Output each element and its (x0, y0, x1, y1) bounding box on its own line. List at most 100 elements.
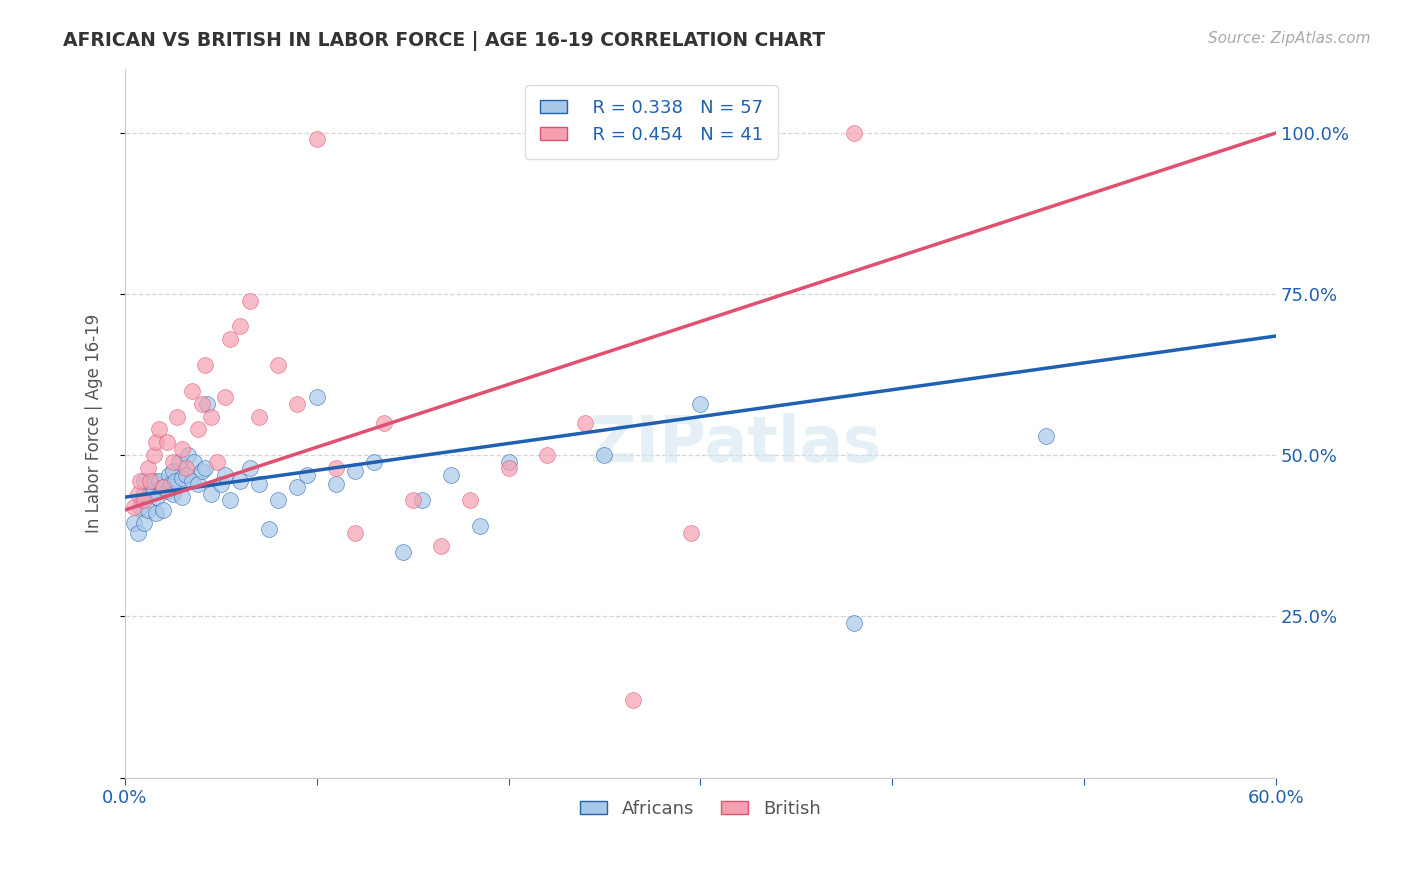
Point (160, 477, 183, 491)
Text: ZIPatlas: ZIPatlas (589, 413, 882, 475)
Point (401, 493, 423, 508)
Point (145, 435, 167, 450)
Point (229, 319, 252, 334)
Point (305, 132, 328, 146)
Point (136, 461, 159, 475)
Point (287, 397, 309, 411)
Point (142, 474, 165, 488)
Point (181, 474, 204, 488)
Point (267, 358, 290, 372)
Point (219, 332, 242, 346)
Point (124, 500, 146, 514)
Point (190, 397, 212, 411)
Point (132, 474, 155, 488)
Point (247, 409, 270, 424)
Point (174, 467, 197, 482)
Point (142, 448, 165, 462)
Point (200, 487, 222, 501)
Point (174, 461, 197, 475)
Point (219, 493, 242, 508)
Point (183, 455, 205, 469)
Point (287, 481, 309, 495)
Point (139, 474, 162, 488)
Point (325, 461, 347, 475)
Point (129, 474, 152, 488)
Point (162, 487, 184, 501)
Point (363, 455, 385, 469)
Point (593, 448, 616, 462)
Point (162, 464, 184, 478)
Point (127, 525, 149, 540)
Point (214, 467, 236, 482)
Point (205, 455, 228, 469)
Point (152, 481, 174, 495)
Point (194, 461, 217, 475)
Point (229, 474, 252, 488)
Point (187, 477, 209, 491)
Point (190, 464, 212, 478)
Point (238, 461, 260, 475)
Point (458, 493, 481, 508)
Point (373, 416, 395, 430)
Point (172, 490, 194, 504)
Point (152, 503, 174, 517)
Point (621, 693, 644, 707)
Point (1035, 429, 1057, 443)
Point (247, 477, 270, 491)
Point (157, 467, 180, 482)
Point (344, 525, 367, 540)
Point (267, 493, 290, 508)
Point (325, 477, 347, 491)
Point (257, 522, 280, 536)
Point (344, 464, 367, 478)
Point (129, 500, 152, 514)
Point (842, 615, 865, 630)
Point (195, 397, 218, 411)
Point (145, 506, 167, 520)
Point (131, 493, 153, 508)
Point (411, 493, 433, 508)
Point (146, 490, 169, 504)
Point (148, 422, 170, 436)
Point (689, 397, 711, 411)
Point (132, 493, 155, 508)
Point (139, 487, 162, 501)
Point (172, 471, 194, 485)
Point (136, 503, 159, 517)
Point (172, 442, 194, 456)
Point (142, 483, 165, 498)
Point (163, 474, 186, 488)
Point (430, 539, 453, 553)
Point (440, 467, 463, 482)
Point (295, 467, 318, 482)
Point (167, 455, 190, 469)
Point (181, 384, 204, 398)
Point (148, 474, 170, 488)
Point (498, 455, 520, 469)
Point (498, 461, 520, 475)
Text: Source: ZipAtlas.com: Source: ZipAtlas.com (1208, 31, 1371, 46)
Point (200, 409, 222, 424)
Point (468, 519, 491, 533)
Point (127, 487, 149, 501)
Point (842, 126, 865, 140)
Point (238, 293, 260, 308)
Point (305, 390, 328, 404)
Point (124, 516, 146, 530)
Point (574, 416, 596, 430)
Point (536, 448, 558, 462)
Point (679, 525, 702, 540)
Y-axis label: In Labor Force | Age 16-19: In Labor Force | Age 16-19 (86, 313, 103, 533)
Point (392, 545, 415, 559)
Point (162, 455, 184, 469)
Point (209, 477, 232, 491)
Point (132, 516, 155, 530)
Point (194, 358, 217, 372)
Point (152, 481, 174, 495)
Point (132, 487, 155, 501)
Text: AFRICAN VS BRITISH IN LABOR FORCE | AGE 16-19 CORRELATION CHART: AFRICAN VS BRITISH IN LABOR FORCE | AGE … (63, 31, 825, 51)
Point (187, 422, 209, 436)
Point (166, 409, 188, 424)
Point (214, 390, 236, 404)
Point (156, 483, 179, 498)
